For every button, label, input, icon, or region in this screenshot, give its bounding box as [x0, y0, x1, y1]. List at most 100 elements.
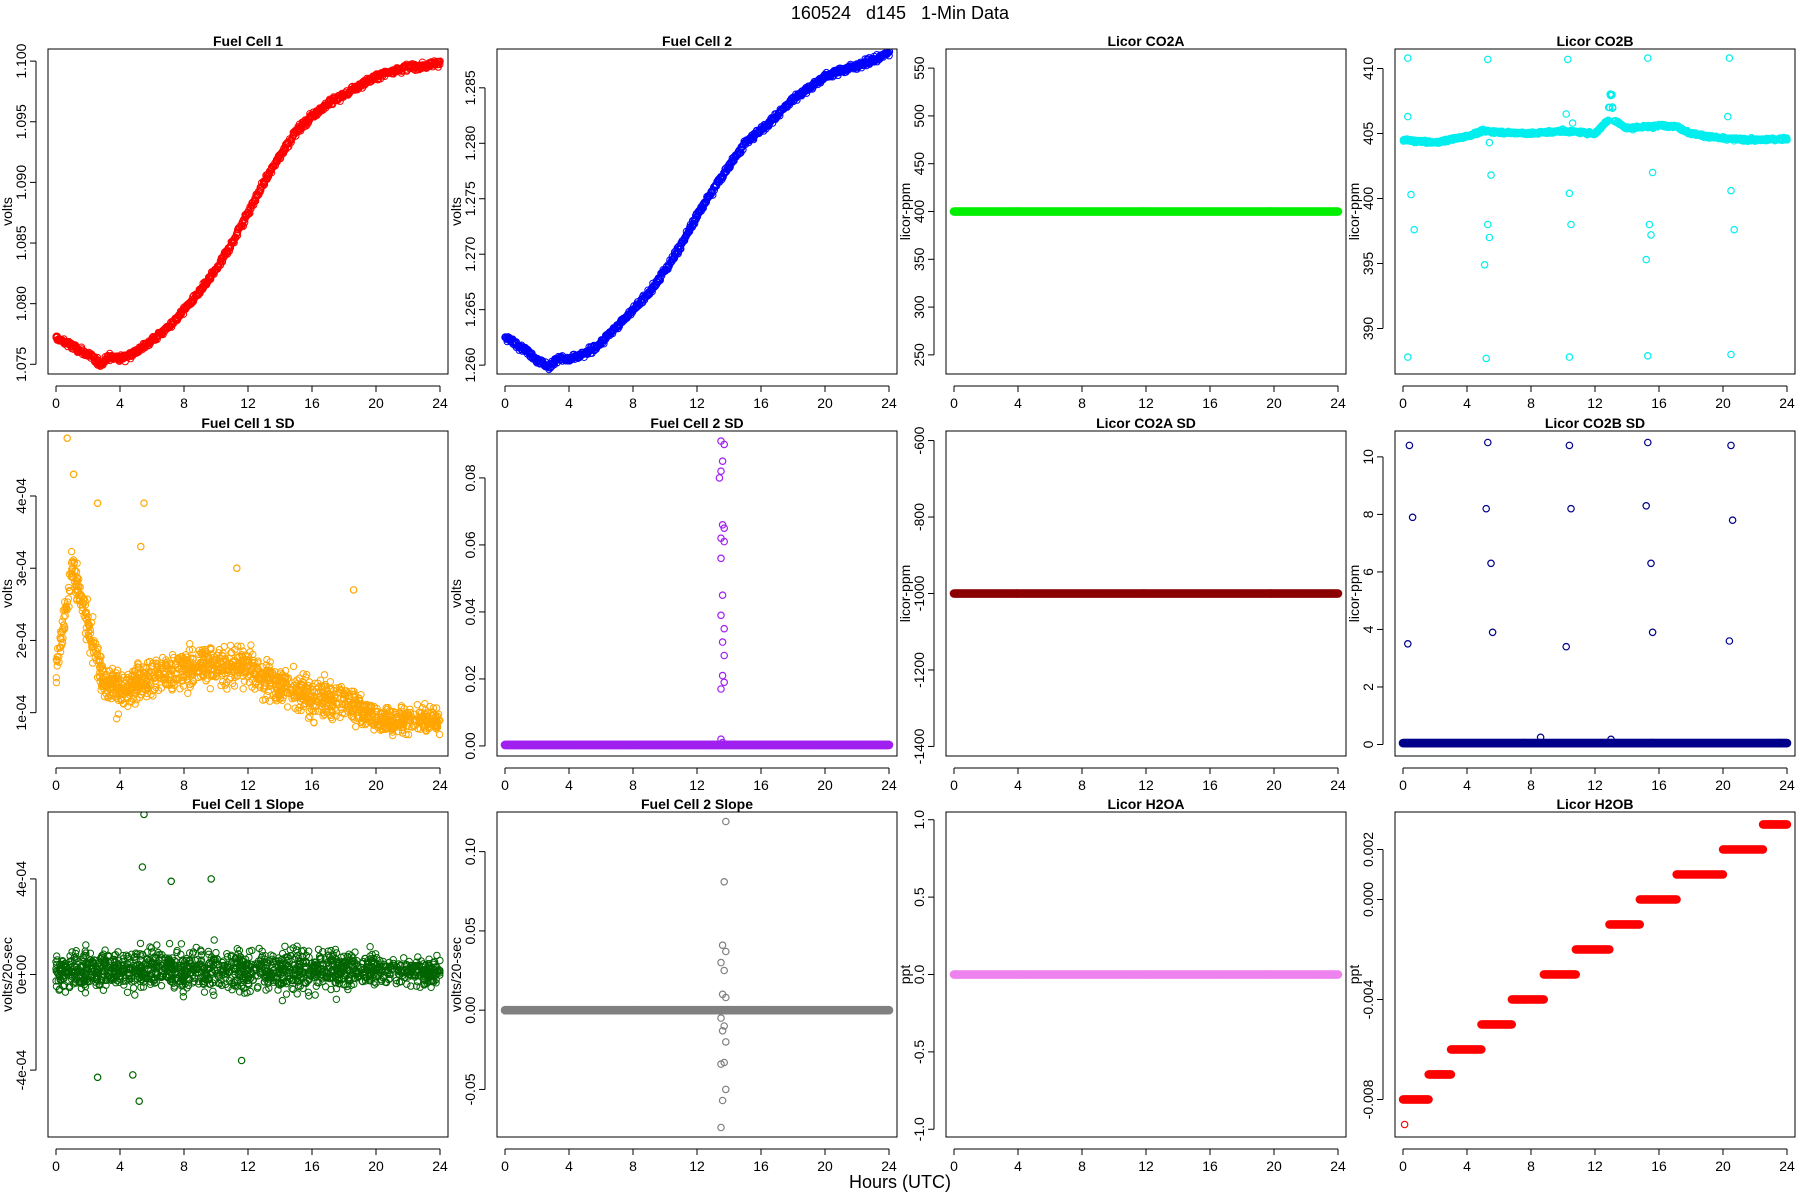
data-point	[1480, 260, 1489, 269]
y-axis-label: licor-ppm	[897, 183, 913, 241]
data-point	[235, 665, 243, 673]
y-tick-label: 1.260	[462, 347, 478, 382]
data-point	[664, 265, 672, 273]
data-point	[432, 722, 440, 731]
data-point	[80, 595, 88, 603]
data-point	[196, 658, 205, 667]
data-point	[239, 685, 247, 693]
data-point	[143, 689, 152, 698]
data-point	[1644, 54, 1652, 62]
data-point	[247, 641, 255, 649]
data-point	[332, 684, 340, 692]
data-point	[435, 730, 444, 739]
data-point	[147, 690, 155, 698]
data-point	[329, 686, 338, 695]
data-point	[100, 685, 108, 693]
data-point	[188, 679, 196, 687]
data-point	[144, 684, 152, 693]
y-tick-label: 405	[1360, 122, 1376, 146]
data-point	[174, 676, 182, 684]
data-point	[241, 218, 249, 227]
data-point	[421, 721, 430, 729]
data-point	[189, 655, 197, 663]
data-point	[307, 692, 316, 701]
data-point	[204, 653, 212, 662]
x-tick-label: 4	[116, 777, 124, 793]
panel-title: Licor CO2A	[1107, 33, 1184, 49]
data-point	[389, 731, 397, 740]
y-tick-label: 3e-04	[13, 550, 29, 586]
data-series	[500, 437, 894, 750]
data-point	[146, 667, 154, 675]
data-point	[223, 685, 231, 693]
data-point	[303, 670, 311, 679]
data-point	[1487, 171, 1495, 179]
data-point	[283, 703, 292, 711]
data-point	[414, 725, 422, 733]
data-point	[1648, 168, 1657, 177]
data-point	[159, 653, 167, 662]
data-point	[331, 691, 339, 699]
data-point	[57, 643, 65, 651]
data-point	[152, 683, 160, 692]
data-point	[227, 649, 235, 657]
x-tick-label: 12	[1587, 395, 1603, 411]
data-point	[321, 682, 329, 690]
data-point	[53, 653, 61, 661]
data-point	[247, 666, 255, 674]
y-tick-label: 1.285	[462, 70, 478, 105]
y-tick-label: 300	[911, 295, 927, 319]
data-point	[131, 688, 139, 696]
data-point	[399, 720, 407, 728]
y-tick-label: 395	[1360, 252, 1376, 276]
data-point	[398, 712, 406, 720]
data-point	[292, 687, 300, 695]
data-point	[305, 707, 314, 716]
data-point	[235, 653, 243, 661]
data-point	[97, 662, 106, 671]
data-point	[1404, 112, 1412, 121]
y-tick-label: 550	[911, 56, 927, 80]
data-point	[378, 712, 387, 721]
x-tick-label: 12	[689, 395, 705, 411]
data-point	[73, 559, 81, 567]
x-tick-label: 24	[432, 395, 448, 411]
x-tick-label: 12	[240, 395, 256, 411]
data-point	[1565, 189, 1574, 198]
data-point	[338, 705, 346, 713]
y-tick-label: 1.090	[13, 165, 29, 200]
data-point	[237, 650, 246, 659]
data-point	[1727, 186, 1735, 195]
y-tick-label: 1.100	[13, 43, 29, 78]
data-point	[103, 677, 112, 685]
figure-title: 160524 d145 1-Min Data	[790, 3, 1010, 23]
data-point	[323, 690, 331, 698]
data-point	[110, 674, 118, 683]
data-point	[148, 672, 156, 681]
x-tick-label: 16	[1651, 395, 1667, 411]
data-point	[176, 685, 184, 693]
data-point	[394, 718, 402, 727]
data-point	[350, 692, 359, 701]
data-point	[436, 60, 444, 69]
data-point	[272, 675, 280, 683]
data-point	[89, 659, 97, 667]
data-point	[165, 664, 174, 672]
data-point	[249, 662, 257, 670]
data-point	[1644, 351, 1652, 360]
y-tick-label: 1.280	[462, 126, 478, 161]
data-point	[310, 718, 318, 727]
x-tick-label: 8	[180, 395, 188, 411]
data-point	[134, 659, 142, 667]
y-tick-label: 410	[1360, 57, 1376, 81]
x-tick-label: 16	[304, 777, 320, 793]
data-point	[389, 707, 397, 716]
data-point	[370, 726, 378, 734]
data-point	[196, 661, 204, 670]
data-point	[291, 678, 299, 686]
data-point	[193, 668, 202, 676]
data-point	[226, 675, 234, 683]
